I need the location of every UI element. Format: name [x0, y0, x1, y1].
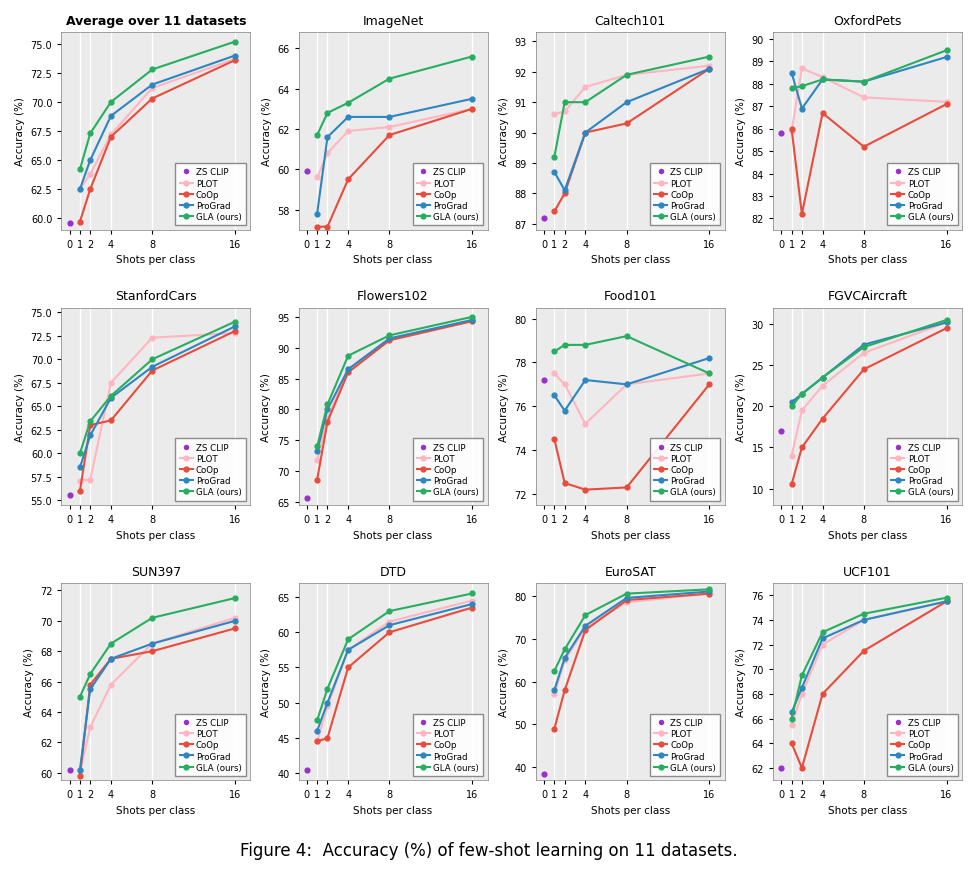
Y-axis label: Accuracy (%): Accuracy (%): [15, 97, 25, 166]
Y-axis label: Accuracy (%): Accuracy (%): [262, 97, 272, 166]
X-axis label: Shots per class: Shots per class: [828, 255, 907, 265]
Y-axis label: Accuracy (%): Accuracy (%): [499, 647, 509, 716]
X-axis label: Shots per class: Shots per class: [591, 255, 670, 265]
Title: StanfordCars: StanfordCars: [115, 290, 196, 303]
Legend: ZS CLIP, PLOT, CoOp, ProGrad, GLA (ours): ZS CLIP, PLOT, CoOp, ProGrad, GLA (ours): [412, 714, 484, 776]
Point: [536, 767, 552, 781]
Title: UCF101: UCF101: [843, 565, 892, 578]
X-axis label: Shots per class: Shots per class: [354, 530, 433, 540]
Legend: ZS CLIP, PLOT, CoOp, ProGrad, GLA (ours): ZS CLIP, PLOT, CoOp, ProGrad, GLA (ours): [412, 439, 484, 501]
Point: [62, 488, 77, 502]
X-axis label: Shots per class: Shots per class: [828, 530, 907, 540]
Title: SUN397: SUN397: [131, 565, 181, 578]
Y-axis label: Accuracy (%): Accuracy (%): [736, 373, 745, 441]
Y-axis label: Accuracy (%): Accuracy (%): [262, 647, 272, 716]
Point: [299, 492, 315, 506]
Legend: ZS CLIP, PLOT, CoOp, ProGrad, GLA (ours): ZS CLIP, PLOT, CoOp, ProGrad, GLA (ours): [175, 439, 246, 501]
Y-axis label: Accuracy (%): Accuracy (%): [498, 373, 509, 441]
X-axis label: Shots per class: Shots per class: [591, 530, 670, 540]
Legend: ZS CLIP, PLOT, CoOp, ProGrad, GLA (ours): ZS CLIP, PLOT, CoOp, ProGrad, GLA (ours): [887, 164, 957, 226]
Legend: ZS CLIP, PLOT, CoOp, ProGrad, GLA (ours): ZS CLIP, PLOT, CoOp, ProGrad, GLA (ours): [650, 714, 720, 776]
Title: DTD: DTD: [379, 565, 406, 578]
Legend: ZS CLIP, PLOT, CoOp, ProGrad, GLA (ours): ZS CLIP, PLOT, CoOp, ProGrad, GLA (ours): [650, 439, 720, 501]
Title: OxfordPets: OxfordPets: [833, 15, 902, 28]
Point: [774, 761, 789, 775]
Point: [62, 216, 77, 230]
Y-axis label: Accuracy (%): Accuracy (%): [736, 647, 745, 716]
Point: [536, 211, 552, 225]
X-axis label: Shots per class: Shots per class: [116, 255, 195, 265]
Text: Figure 4:  Accuracy (%) of few-shot learning on 11 datasets.: Figure 4: Accuracy (%) of few-shot learn…: [239, 840, 738, 859]
X-axis label: Shots per class: Shots per class: [828, 805, 907, 815]
Title: Average over 11 datasets: Average over 11 datasets: [65, 15, 246, 28]
Legend: ZS CLIP, PLOT, CoOp, ProGrad, GLA (ours): ZS CLIP, PLOT, CoOp, ProGrad, GLA (ours): [175, 714, 246, 776]
Title: Caltech101: Caltech101: [595, 15, 666, 28]
Y-axis label: Accuracy (%): Accuracy (%): [24, 647, 34, 716]
Y-axis label: Accuracy (%): Accuracy (%): [499, 97, 509, 166]
X-axis label: Shots per class: Shots per class: [354, 805, 433, 815]
Title: FGVCAircraft: FGVCAircraft: [828, 290, 908, 303]
Title: Flowers102: Flowers102: [358, 290, 429, 303]
Legend: ZS CLIP, PLOT, CoOp, ProGrad, GLA (ours): ZS CLIP, PLOT, CoOp, ProGrad, GLA (ours): [175, 164, 246, 226]
Point: [536, 374, 552, 388]
Point: [62, 763, 77, 777]
Point: [299, 165, 315, 179]
Point: [774, 127, 789, 141]
X-axis label: Shots per class: Shots per class: [354, 255, 433, 265]
Point: [299, 764, 315, 778]
X-axis label: Shots per class: Shots per class: [116, 805, 195, 815]
Title: ImageNet: ImageNet: [362, 15, 424, 28]
Title: Food101: Food101: [604, 290, 658, 303]
Legend: ZS CLIP, PLOT, CoOp, ProGrad, GLA (ours): ZS CLIP, PLOT, CoOp, ProGrad, GLA (ours): [887, 439, 957, 501]
Y-axis label: Accuracy (%): Accuracy (%): [15, 373, 25, 441]
Legend: ZS CLIP, PLOT, CoOp, ProGrad, GLA (ours): ZS CLIP, PLOT, CoOp, ProGrad, GLA (ours): [887, 714, 957, 776]
Y-axis label: Accuracy (%): Accuracy (%): [262, 373, 272, 441]
Y-axis label: Accuracy (%): Accuracy (%): [736, 97, 746, 166]
Point: [774, 425, 789, 439]
Legend: ZS CLIP, PLOT, CoOp, ProGrad, GLA (ours): ZS CLIP, PLOT, CoOp, ProGrad, GLA (ours): [650, 164, 720, 226]
Title: EuroSAT: EuroSAT: [605, 565, 657, 578]
X-axis label: Shots per class: Shots per class: [116, 530, 195, 540]
X-axis label: Shots per class: Shots per class: [591, 805, 670, 815]
Legend: ZS CLIP, PLOT, CoOp, ProGrad, GLA (ours): ZS CLIP, PLOT, CoOp, ProGrad, GLA (ours): [412, 164, 484, 226]
